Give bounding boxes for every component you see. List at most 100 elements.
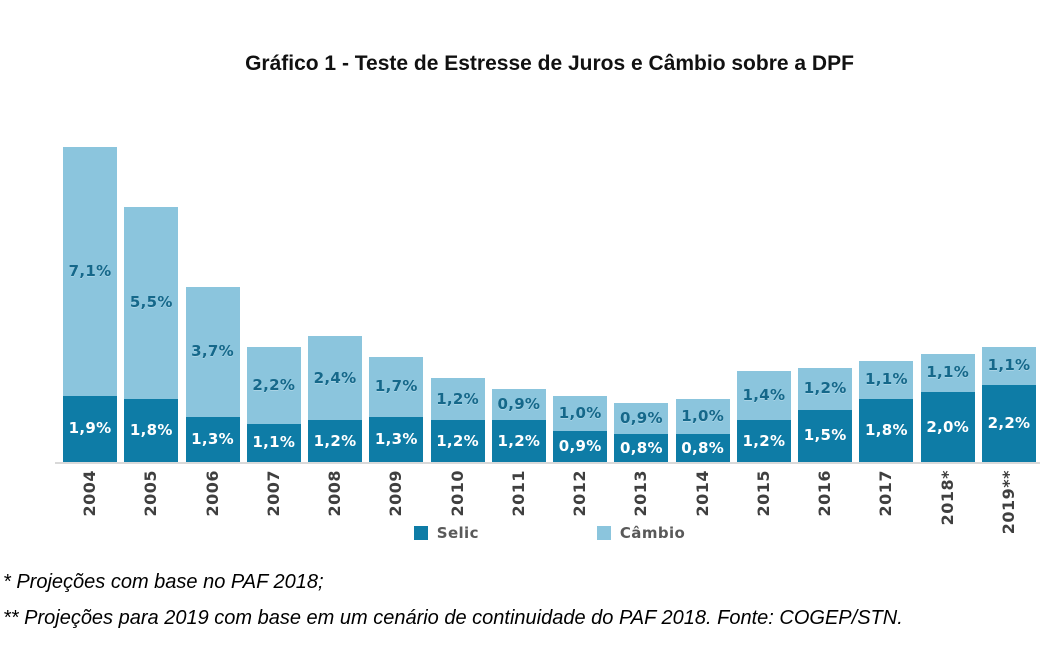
selic-value-label: 1,2%	[742, 431, 786, 450]
selic-segment: 1,8%	[124, 399, 179, 462]
cambio-value-label: 1,2%	[436, 389, 479, 408]
x-axis-tick-label: 2010	[431, 470, 485, 517]
year-text: 2005	[141, 470, 161, 517]
selic-value-label: 1,3%	[191, 429, 234, 448]
x-axis-tick-label: 2005	[124, 470, 178, 517]
bar-group-2018: 1,1% 2,0% 2018*	[920, 147, 975, 525]
x-axis-tick-label: 2017	[859, 470, 913, 517]
cambio-value-label: 7,1%	[68, 261, 112, 280]
cambio-value-label: 2,2%	[252, 375, 296, 394]
selic-segment: 1,3%	[185, 416, 240, 462]
year-text: 2009	[386, 470, 406, 517]
cambio-segment: 7,1%	[63, 147, 117, 396]
cambio-value-label: 1,0%	[681, 407, 725, 425]
x-axis-tick-label: 2016	[798, 470, 852, 517]
year-text: 2013	[631, 470, 651, 517]
year-text: 2004	[80, 470, 99, 517]
selic-value-label: 1,3%	[374, 429, 418, 448]
cambio-segment: 1,7%	[369, 357, 424, 417]
x-axis-tick-label: 2018*	[921, 470, 975, 525]
cambio-value-label: 1,0%	[558, 403, 602, 422]
x-axis-tick-label: 2006	[186, 470, 240, 517]
cambio-segment: 0,9%	[491, 388, 546, 420]
cambio-segment: 5,5%	[124, 206, 179, 399]
selic-value-label: 0,8%	[681, 438, 725, 457]
x-axis-tick-label: 2007	[247, 470, 301, 517]
cambio-segment: 2,4%	[308, 336, 363, 420]
selic-value-label: 1,5%	[803, 426, 847, 445]
selic-segment: 0,8%	[675, 434, 730, 462]
bar-group-2009: 1,7% 1,3% 2009	[369, 147, 424, 517]
selic-value-label: 1,8%	[865, 421, 908, 439]
x-axis-line	[55, 462, 1040, 464]
year-text: 2006	[202, 470, 222, 517]
cambio-value-label: 5,5%	[129, 293, 173, 312]
x-axis-tick-label: 2008	[308, 470, 362, 517]
cambio-segment: 1,1%	[859, 360, 914, 399]
selic-segment: 1,3%	[369, 416, 424, 462]
legend: Selic Câmbio	[63, 524, 1036, 542]
year-text: 2008	[325, 470, 345, 517]
cambio-value-label: 1,7%	[374, 377, 418, 396]
cambio-segment: 1,2%	[430, 378, 485, 420]
x-axis-tick-label: 2011	[492, 470, 546, 517]
x-axis-tick-label: 2014	[676, 470, 730, 517]
cambio-color-swatch	[596, 526, 611, 540]
selic-value-label: 1,2%	[313, 431, 357, 450]
cambio-value-label: 1,2%	[803, 379, 847, 397]
x-axis-tick-label: 2012	[553, 470, 607, 517]
x-axis-tick-label: 2004	[63, 470, 117, 517]
cambio-segment: 1,2%	[798, 367, 853, 410]
selic-segment: 1,2%	[308, 420, 363, 462]
cambio-segment: 1,1%	[981, 346, 1036, 385]
bar-group-2019: 1,1% 2,2% 2019**	[981, 147, 1036, 534]
x-axis-tick-label: 2009	[369, 470, 423, 517]
cambio-segment: 1,0%	[553, 395, 608, 431]
footnotes: * Projeções com base no PAF 2018; ** Pro…	[3, 571, 1051, 643]
cambio-segment: 1,1%	[920, 353, 975, 392]
cambio-segment: 1,0%	[675, 399, 730, 434]
legend-item-cambio: Câmbio	[596, 524, 686, 542]
bar-group-2008: 2,4% 1,2% 2008	[308, 147, 363, 517]
year-text: 2018*	[937, 470, 957, 526]
bar-group-2010: 1,2% 1,2% 2010	[430, 147, 485, 517]
selic-segment: 1,2%	[430, 420, 485, 462]
bar-group-2016: 1,2% 1,5% 2016	[798, 147, 853, 517]
year-text: 2014	[692, 470, 712, 517]
bar-group-2006: 3,7% 1,3% 2006	[185, 147, 240, 517]
legend-item-selic: Selic	[413, 524, 479, 542]
cambio-segment: 2,2%	[246, 346, 301, 424]
selic-value-label: 0,9%	[558, 436, 602, 455]
legend-label-selic: Selic	[436, 524, 479, 542]
bar-group-2017: 1,1% 1,8% 2017	[859, 147, 914, 517]
selic-segment: 1,8%	[859, 399, 914, 462]
bar-group-2007: 2,2% 1,1% 2007	[246, 147, 301, 517]
legend-label-cambio: Câmbio	[619, 524, 686, 542]
cambio-value-label: 0,9%	[619, 408, 663, 427]
selic-value-label: 0,8%	[619, 438, 663, 457]
year-text: 2012	[570, 470, 590, 517]
selic-value-label: 1,1%	[252, 433, 296, 452]
bar-group-2013: 0,9% 0,8% 2013	[614, 147, 669, 517]
bar-group-2015: 1,4% 1,2% 2015	[736, 147, 791, 517]
x-axis-tick-label: 2013	[614, 470, 668, 517]
plot-area: 7,1% 1,9% 2004 5,5% 1,8% 2005 3,7% 1,3% 2006 2,2%…	[63, 147, 1036, 534]
selic-value-label: 1,2%	[436, 431, 479, 450]
bar-group-2005: 5,5% 1,8% 2005	[124, 147, 179, 517]
selic-segment: 0,8%	[614, 434, 669, 462]
selic-segment: 2,0%	[920, 392, 975, 462]
cambio-segment: 3,7%	[185, 287, 240, 417]
year-text: 2011	[508, 470, 528, 517]
year-text: 2010	[447, 470, 467, 517]
footnote-2: ** Projeções para 2019 com base em um ce…	[3, 607, 903, 629]
selic-value-label: 1,9%	[68, 419, 112, 438]
selic-value-label: 1,2%	[497, 431, 541, 450]
year-text: 2007	[263, 470, 283, 517]
bar-group-2014: 1,0% 0,8% 2014	[675, 147, 730, 517]
selic-value-label: 2,0%	[926, 417, 970, 436]
cambio-segment: 0,9%	[614, 402, 669, 434]
year-text: 2017	[876, 470, 896, 517]
bar-group-2011: 0,9% 1,2% 2011	[491, 147, 546, 517]
cambio-segment: 1,4%	[736, 371, 791, 420]
footnote-1: * Projeções com base no PAF 2018;	[3, 571, 324, 593]
